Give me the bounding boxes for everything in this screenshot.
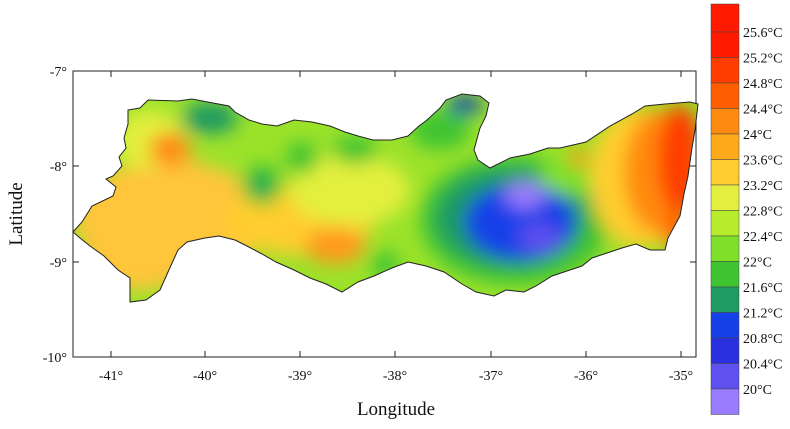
legend-label: 24.8°C — [743, 77, 782, 92]
blob-east-red — [658, 105, 698, 215]
legend-swatches — [710, 31, 740, 415]
legend-label: 24.4°C — [743, 103, 782, 118]
legend-label: 25.2°C — [743, 52, 782, 67]
y-tick-label: -7° — [50, 65, 67, 80]
legend-swatch — [710, 82, 740, 109]
legend-swatch — [710, 235, 740, 262]
legend-label: 22°C — [743, 256, 772, 271]
legend-swatch — [710, 337, 740, 364]
ticks — [73, 70, 696, 358]
blob-north-green — [410, 110, 470, 150]
legend-swatch — [710, 286, 740, 313]
legend-swatch — [710, 210, 740, 237]
color-legend: 25.6°C 25.2°C 24.8°C 24.4°C 24°C 23.6°C 23.2°C… — [710, 3, 782, 415]
y-tick-label: -10° — [43, 351, 67, 366]
blob-green-3 — [333, 136, 377, 164]
legend-swatch — [710, 184, 740, 211]
blob-green-4 — [371, 251, 399, 279]
legend-swatch — [710, 31, 740, 58]
legend-label: 20°C — [743, 383, 772, 398]
legend-label: 24°C — [743, 128, 772, 143]
blob-north-teal — [182, 102, 238, 134]
legend-label: 23.2°C — [743, 179, 782, 194]
x-tick-label: -35° — [669, 369, 693, 384]
legend-label: 22.8°C — [743, 205, 782, 220]
legend-label: 21.6°C — [743, 281, 782, 296]
x-tick-label: -36° — [574, 369, 598, 384]
blob-east-red-2 — [664, 212, 688, 248]
blob-central-light — [290, 155, 410, 225]
x-tick-label: -37° — [479, 369, 503, 384]
legend-label: 22.4°C — [743, 230, 782, 245]
legend-swatch — [710, 261, 740, 288]
blob-mid-green — [540, 155, 600, 195]
x-tick-labels: -41° -40° -39° -38° -37° -36° -35° — [99, 369, 693, 384]
temperature-field — [73, 94, 698, 302]
y-axis-title: Latitude — [6, 182, 27, 245]
x-tick-label: -41° — [99, 369, 123, 384]
legend-top-swatch — [710, 3, 740, 33]
blob-cold-violet — [505, 181, 545, 209]
blob-cold-purple — [518, 224, 562, 252]
blob-mid-orange — [569, 149, 587, 167]
legend-swatch — [710, 159, 740, 186]
legend-label: 20.4°C — [743, 358, 782, 373]
legend-label: 20.8°C — [743, 332, 782, 347]
plot-frame — [72, 70, 697, 358]
blob-west-red — [163, 139, 177, 153]
legend-swatch — [710, 133, 740, 160]
legend-label: 23.6°C — [743, 154, 782, 169]
x-tick-label: -40° — [193, 369, 217, 384]
blob-teal-1 — [253, 176, 271, 194]
field-blobs — [75, 95, 698, 290]
y-tick-labels: -7° -8° -9° -10° — [43, 65, 67, 366]
legend-label: 21.2°C — [743, 307, 782, 322]
state-outline — [72, 93, 699, 303]
x-tick-label: -39° — [288, 369, 312, 384]
legend-swatch — [710, 388, 740, 415]
legend-labels: 25.6°C 25.2°C 24.8°C 24.4°C 24°C 23.6°C 23.2°C… — [743, 26, 782, 398]
x-tick-label: -38° — [383, 369, 407, 384]
y-tick-label: -8° — [50, 160, 67, 175]
blob-south-orange — [305, 228, 365, 264]
legend-swatch — [710, 312, 740, 339]
blob-green-2 — [286, 142, 318, 174]
legend-swatch — [710, 57, 740, 84]
x-axis-title: Longitude — [357, 399, 435, 420]
legend-label: 25.6°C — [743, 26, 782, 41]
legend-swatch — [710, 108, 740, 135]
y-tick-label: -9° — [50, 256, 67, 271]
legend-swatch — [710, 363, 740, 390]
blob-north-blue — [447, 95, 483, 115]
